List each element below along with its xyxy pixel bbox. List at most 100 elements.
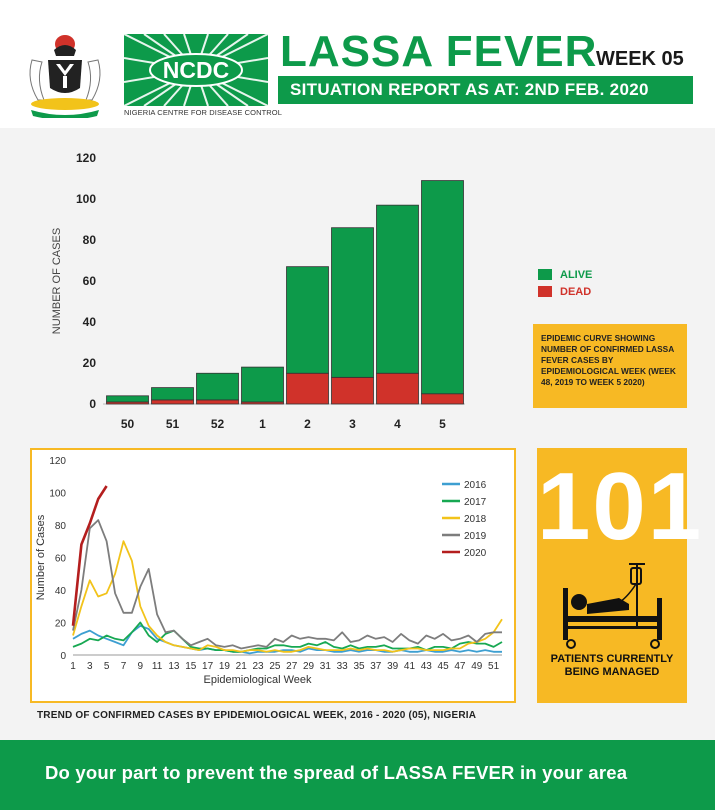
legend-label-2016: 2016 — [464, 480, 487, 491]
organization-name: NIGERIA CENTRE FOR DISEASE CONTROL — [124, 108, 283, 117]
x-axis-title: Epidemiological Week — [203, 674, 312, 686]
x-tick-label: 19 — [219, 661, 231, 672]
legend-swatch-dead — [538, 286, 552, 297]
bar-alive — [241, 366, 284, 403]
x-tick-label: 27 — [286, 661, 298, 672]
bar-alive — [421, 180, 464, 395]
bar-dead — [151, 399, 194, 405]
y-tick-label: 20 — [55, 619, 67, 630]
page-title: LASSA FEVER — [280, 27, 598, 76]
sunburst-icon: NCDC — [124, 34, 268, 106]
ncdc-logo: NCDC — [124, 34, 268, 106]
header: NCDC NIGERIA CENTRE FOR DISEASE CONTROL … — [0, 0, 715, 128]
coat-of-arms-icon — [29, 35, 101, 118]
logo-text: NCDC — [163, 57, 229, 83]
patients-label-line2: BEING MANAGED — [564, 666, 660, 678]
series-line-2018 — [72, 540, 503, 653]
x-tick-label: 35 — [353, 661, 365, 672]
x-tick-label: 33 — [337, 661, 349, 672]
x-tick-label: 49 — [471, 661, 483, 672]
patients-label: PATIENTS CURRENTLY BEING MANAGED — [537, 653, 687, 679]
y-tick-label: 20 — [83, 356, 97, 370]
x-tick-label: 45 — [438, 661, 450, 672]
epi-curve-note: EPIDEMIC CURVE SHOWING NUMBER OF CONFIRM… — [533, 324, 687, 408]
legend-item-dead: DEAD — [538, 283, 592, 300]
series-line-2020 — [71, 485, 108, 626]
series-line-2017 — [72, 621, 503, 653]
x-tick-label: 41 — [404, 661, 416, 672]
y-tick-label: 60 — [83, 274, 97, 288]
y-tick-label: 120 — [76, 151, 96, 165]
y-tick-label: 60 — [55, 554, 67, 565]
x-tick-label: 11 — [152, 661, 163, 672]
bar-dead — [286, 372, 329, 405]
bar-alive — [196, 372, 239, 401]
x-tick-label: 29 — [303, 661, 315, 672]
x-tick-label: 31 — [320, 661, 332, 672]
week-label: WEEK 05 — [596, 48, 684, 70]
series-line-2019 — [72, 519, 502, 650]
y-axis-title: NUMBER OF CASES — [51, 228, 63, 334]
legend-label-2017: 2017 — [464, 497, 487, 508]
x-tick-label: 51 — [488, 661, 500, 672]
bar-alive — [376, 204, 419, 374]
legend-label-2020: 2020 — [464, 548, 487, 559]
footer-banner: Do your part to prevent the spread of LA… — [0, 740, 715, 810]
x-tick-label: 21 — [236, 661, 248, 672]
trend-chart-panel: 0 20 40 60 80 100 120 1 3 5 7 9 11 13 15 17 19 21 23 25 27 29… — [30, 448, 516, 703]
bar-dead — [331, 376, 374, 405]
bar-alive — [286, 266, 329, 374]
y-tick-label: 80 — [83, 233, 97, 247]
x-tick-label: 3 — [87, 661, 93, 672]
y-tick-label: 40 — [83, 315, 97, 329]
x-tick-label: 9 — [138, 661, 144, 672]
bar-alive — [106, 395, 149, 403]
x-tick-label: 23 — [252, 661, 264, 672]
x-tick-label: 15 — [185, 661, 197, 672]
epidemic-curve-chart: NUMBER OF CASES 0 20 40 60 80 100 120 50 51 52 1 2 3 4… — [51, 151, 465, 431]
legend-label-dead: DEAD — [560, 285, 592, 298]
y-tick-label: 40 — [55, 586, 67, 597]
legend-label-2018: 2018 — [464, 514, 487, 525]
x-tick-label: 5 — [439, 417, 446, 431]
y-tick-label: 100 — [76, 192, 96, 206]
report-subtitle: SITUATION REPORT AS AT: 2ND FEB. 2020 — [278, 76, 693, 104]
legend-label-alive: ALIVE — [560, 268, 593, 281]
x-tick-label: 17 — [202, 661, 214, 672]
y-tick-label: 100 — [49, 489, 66, 500]
bar-dead — [196, 399, 239, 405]
legend-swatch-alive — [538, 269, 552, 280]
y-tick-label: 80 — [55, 521, 67, 532]
x-tick-label: 43 — [421, 661, 433, 672]
x-tick-label: 37 — [370, 661, 382, 672]
patients-count: 101 — [537, 453, 704, 560]
legend-label-2019: 2019 — [464, 531, 487, 542]
x-tick-label: 2 — [304, 417, 311, 431]
y-tick-label: 0 — [60, 651, 66, 662]
y-tick-label: 120 — [49, 456, 66, 467]
x-tick-label: 51 — [166, 417, 180, 431]
y-tick-label: 0 — [89, 397, 96, 411]
bar-dead — [421, 393, 464, 405]
y-axis-title: Number of Cases — [35, 514, 47, 600]
bar-alive — [151, 387, 194, 401]
x-tick-label: 5 — [104, 661, 110, 672]
epi-legend: ALIVE DEAD — [538, 266, 592, 300]
x-tick-label: 1 — [70, 661, 76, 672]
x-tick-label: 39 — [387, 661, 399, 672]
trend-caption: TREND OF CONFIRMED CASES BY EPIDEMIOLOGI… — [37, 710, 477, 721]
x-tick-label: 47 — [454, 661, 466, 672]
patients-label-line1: PATIENTS CURRENTLY — [550, 653, 674, 665]
x-tick-label: 3 — [349, 417, 356, 431]
footer-message: Do your part to prevent the spread of LA… — [45, 762, 628, 783]
x-tick-label: 25 — [269, 661, 281, 672]
patients-counter-panel: 101 PATIENTS CURRENTLY BEING MANAGED — [537, 448, 704, 703]
epidemic-curve-section: NUMBER OF CASES 0 20 40 60 80 100 120 50 51 52 1 2 3 4… — [0, 128, 715, 438]
x-tick-label: 13 — [168, 661, 180, 672]
bar-dead — [376, 372, 419, 405]
x-tick-label: 7 — [121, 661, 127, 672]
legend-item-alive: ALIVE — [538, 266, 592, 283]
bar-alive — [331, 227, 374, 378]
x-tick-label: 4 — [394, 417, 401, 431]
